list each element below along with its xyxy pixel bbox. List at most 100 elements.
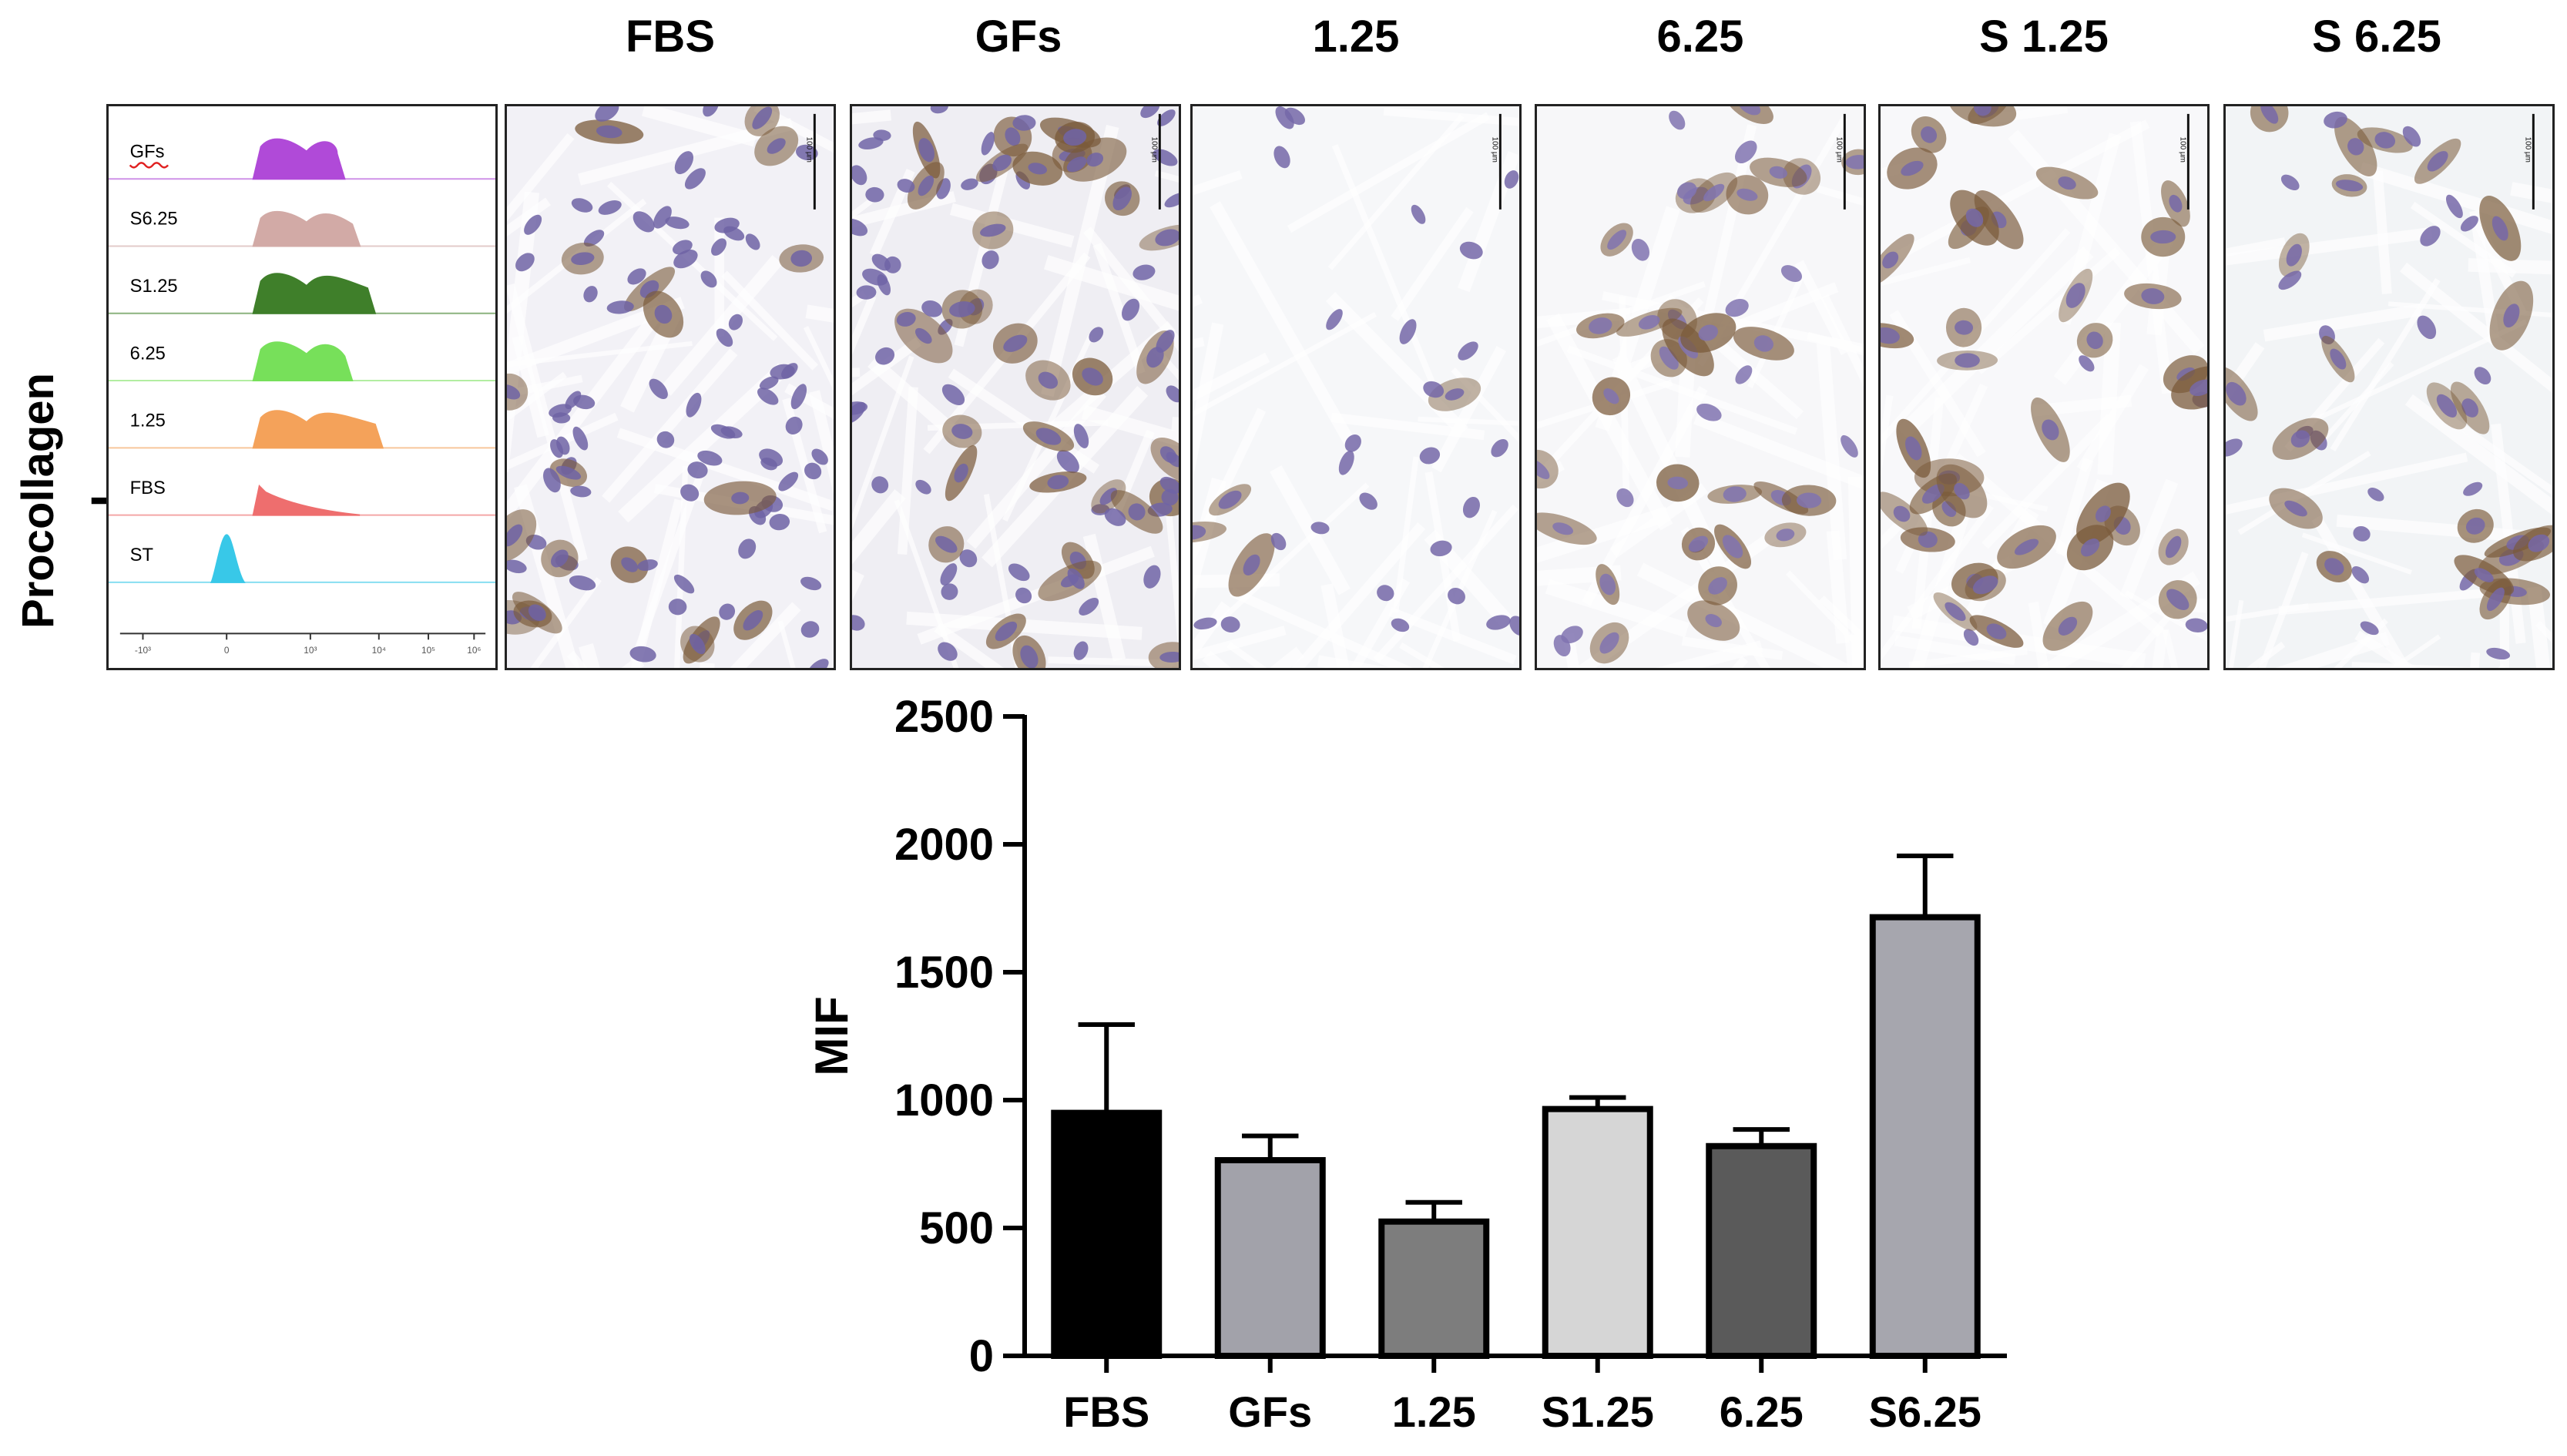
fibre-streak [1193,352,1270,402]
flow-x-tick-label: 10³ [304,645,317,656]
cell-nucleus [1589,317,1612,334]
cell-nucleus [1945,602,1966,622]
procollagen-label: Procollagen I [13,373,133,629]
cell-nucleus [790,250,813,267]
cell-nucleus [1399,319,1417,344]
cell-nucleus [759,376,779,390]
cell-nucleus [1326,309,1343,330]
fibre-streak [1350,578,1411,668]
flow-x-tick-label: 10⁵ [421,645,435,656]
fibre-streak [2359,162,2552,235]
fibre-streak [2226,237,2286,257]
scale-bar-label: 100 µm [2178,137,2186,163]
cell-nucleus [2080,538,2100,557]
fibre-streak [674,465,689,668]
cell-nucleus [1972,575,1998,595]
cell-nucleus [1243,554,1260,576]
bar-gfs [1214,1157,1326,1360]
fibre-streak [2372,170,2392,294]
cell-nucleus [1159,476,1179,494]
cell-nucleus [703,106,720,117]
scale-bar-label: 100 µm [1149,137,1158,163]
fibre-streak [1981,414,2113,549]
cell-nucleus [980,223,1006,237]
scale-bar-label: 100 µm [1490,137,1498,163]
cell-nucleus [569,575,596,591]
cell-nucleus [1270,532,1287,551]
fibre-streak [1537,379,1673,429]
cell-nucleus [2280,174,2300,191]
cell-nucleus [873,129,891,141]
cell-nucleus [1797,492,1822,508]
cell-nucleus [1703,183,1725,202]
fibre-streak [2226,342,2265,405]
histogram-label: GFs [130,141,165,162]
fibre-streak [641,106,757,147]
flow-cytometry-overlay: GFs S6.25 S1.25 6.25 1.25 FBS ST -10³ 0 10³ 10⁴ 10⁵… [106,104,498,670]
cell-nucleus [769,514,790,531]
cell-nucleus [1845,155,1864,169]
fibre-streak [1894,635,2016,666]
cell-nucleus [2335,179,2364,192]
cell-nucleus [1155,229,1179,247]
cell-nucleus [2486,587,2505,612]
cell-nucleus [711,238,726,256]
cell-nucleus [1082,367,1103,386]
cell-nucleus [552,412,571,424]
histogram-s1-25: S1.25 [109,273,495,314]
mif-bar-chart: 0 500 1000 1500 2000 2500 MIF FBS GFs 1.25 S1.25 6.… [786,678,2034,1448]
cell-nucleus [1003,334,1028,352]
cell-nucleus [668,599,687,616]
fibre-streak [2354,630,2418,668]
bar-s1-25 [1542,1105,1653,1359]
cell-nucleus [2260,106,2279,124]
cell-nucleus [2058,176,2076,190]
cell-nucleus [940,563,958,585]
micrograph-s-6-25: 100 µm [2223,104,2555,670]
cell-nucleus [959,549,978,568]
cell-nucleus [629,646,656,663]
cell-nucleus [1218,490,1242,509]
fibre-streak [948,368,1100,474]
fibre-streak [1399,642,1445,668]
cell-nucleus [852,615,865,631]
cell-nucleus [1338,450,1354,475]
cell-nucleus [1377,585,1394,602]
cell-nucleus [1753,335,1773,352]
cell-nucleus [686,392,702,418]
histogram-curve [252,410,384,449]
cell-nucleus [672,240,693,255]
fibre-streak [917,545,1155,645]
cell-nucleus [2436,394,2458,418]
cell-nucleus [811,448,828,465]
cell-nucleus [1667,476,1689,490]
cell-nucleus [2474,568,2494,582]
cell-nucleus [1143,565,1161,589]
histogram-st: ST [109,534,495,583]
cell-nucleus [1157,109,1176,126]
spell-underline [129,162,169,169]
x-tick-label: 6.25 [1720,1387,1804,1436]
micrograph-s-1-25: 100 µm [1878,104,2210,670]
cell-nucleus [790,384,807,410]
cell-nucleus [1156,330,1175,353]
cell-nucleus [543,468,561,493]
cell-nucleus [674,151,694,175]
cell-nucleus [2284,500,2307,517]
cell-nucleus [752,106,773,129]
fibre-streak [1193,626,1287,661]
cell-nucleus [1954,482,1970,500]
cell-nucleus [1965,208,1984,227]
fibre-streak [2028,602,2049,668]
cell-nucleus [1104,508,1126,526]
cell-nucleus [673,574,695,594]
fibre-streak [507,306,666,522]
fibre-streak [1213,482,1370,629]
cell-nucleus [716,328,733,347]
fibre-streak [1881,257,1971,287]
histogram-label: FBS [130,478,166,498]
cell-nucleus [2420,226,2441,247]
cell-nucleus [1344,434,1361,452]
fibre-streak [1911,397,1945,629]
fibre-streak [2301,532,2412,575]
